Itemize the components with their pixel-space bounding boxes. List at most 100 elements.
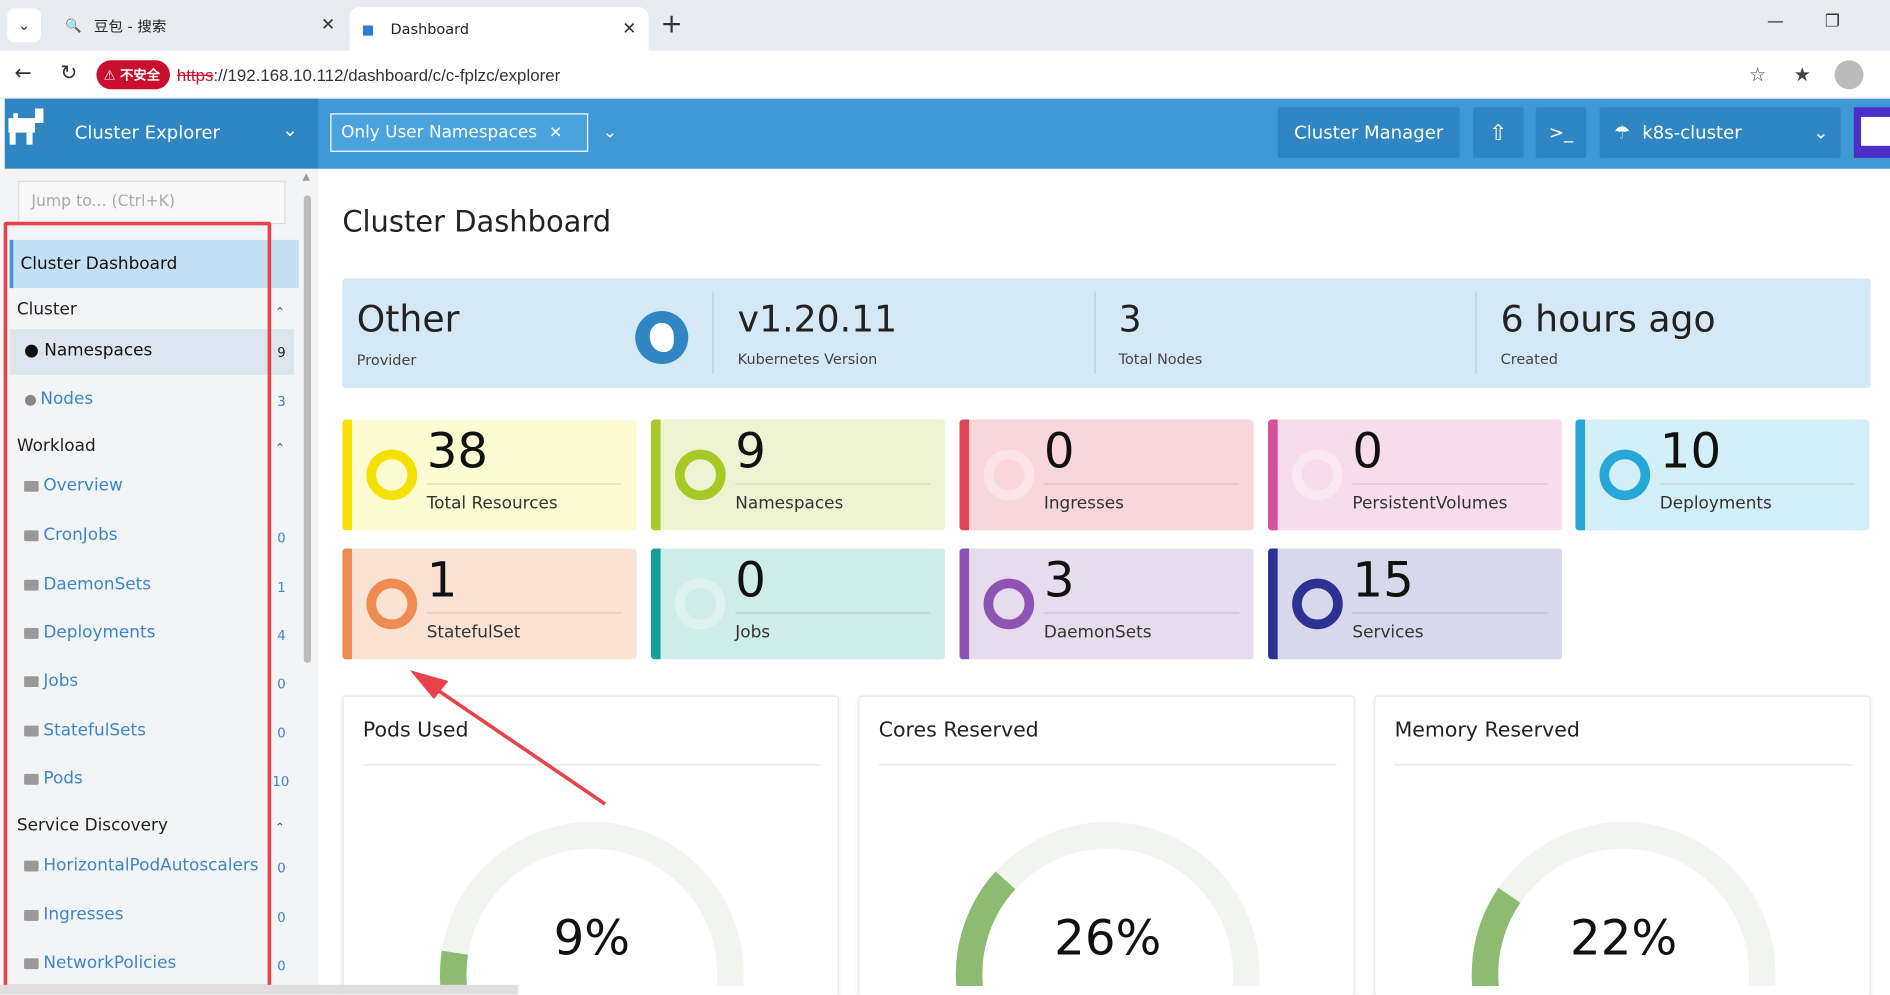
chevron-up-icon[interactable]: ⌃ bbox=[274, 306, 285, 320]
restore-icon[interactable]: ❐ bbox=[1824, 12, 1841, 32]
namespace-filter-label: Only User Namespaces bbox=[341, 122, 538, 143]
url-field[interactable]: ⚠ 不安全 https://192.168.10.112/dashboard/c… bbox=[96, 56, 1784, 93]
card-label: Deployments bbox=[1659, 494, 1772, 514]
divider bbox=[426, 612, 622, 614]
cluster-icon: ☂ bbox=[1613, 121, 1631, 144]
minimize-icon[interactable]: — bbox=[1767, 12, 1784, 32]
url-scheme: https bbox=[176, 65, 214, 85]
sidebar-item-cluster-dashboard[interactable]: Cluster Dashboard bbox=[9, 239, 299, 289]
gauge-title: Memory Reserved bbox=[1394, 718, 1580, 743]
card-value: 15 bbox=[1352, 553, 1414, 609]
card-label: Jobs bbox=[735, 623, 771, 643]
chevron-up-icon[interactable]: ⌃ bbox=[274, 822, 285, 836]
sidebar-item-label: HorizontalPodAutoscalers bbox=[43, 855, 259, 876]
sidebar-item-cronjobs[interactable]: CronJobs bbox=[24, 525, 118, 545]
sidebar-item-label: Ingresses bbox=[43, 905, 124, 925]
url-path: ://192.168.10.112/dashboard/c/c-fplzc/ex… bbox=[213, 65, 561, 85]
sidebar-item-nodes[interactable]: ● Nodes bbox=[24, 389, 93, 408]
import-yaml-icon[interactable]: ⇧ bbox=[1472, 107, 1524, 158]
count-badge: 3 bbox=[277, 394, 286, 410]
ring-icon bbox=[675, 449, 726, 501]
card-value: 10 bbox=[1659, 424, 1722, 480]
sidebar-item-daemonsets[interactable]: DaemonSets bbox=[24, 575, 151, 594]
profile-avatar[interactable] bbox=[1834, 60, 1864, 90]
card-label: Ingresses bbox=[1043, 494, 1124, 514]
sidebar-item-overview[interactable]: Overview bbox=[24, 476, 123, 495]
folder-icon bbox=[24, 529, 39, 541]
card-accent-bar bbox=[342, 419, 352, 531]
sidebar-group-workload[interactable]: Workload bbox=[16, 436, 96, 456]
reload-icon[interactable]: ↻ bbox=[60, 61, 78, 86]
sidebar-item-statefulsets[interactable]: StatefulSets bbox=[24, 721, 146, 740]
card-label: DaemonSets bbox=[1043, 623, 1152, 643]
tab-list-chevron-icon[interactable]: ⌄ bbox=[7, 8, 41, 43]
sidebar-item-networkpolicies[interactable]: NetworkPolicies bbox=[24, 953, 176, 973]
cluster-name: k8s-cluster bbox=[1642, 121, 1742, 144]
stat-card-persistentvolumes[interactable]: 0 PersistentVolumes bbox=[1268, 419, 1563, 531]
stat-card-statefulset[interactable]: 1 StatefulSet bbox=[342, 548, 637, 660]
stat-card-ingresses[interactable]: 0 Ingresses bbox=[959, 419, 1254, 531]
browser-tab-search[interactable]: 🔍 豆包 - 搜索 ✕ bbox=[53, 7, 347, 43]
close-tab-icon[interactable]: ✕ bbox=[320, 15, 336, 35]
sidebar-item-ingresses[interactable]: Ingresses bbox=[24, 905, 124, 925]
divider bbox=[1659, 483, 1856, 485]
chevron-up-icon[interactable]: ⌃ bbox=[274, 442, 285, 456]
sidebar-item-deployments[interactable]: Deployments bbox=[24, 623, 155, 642]
folder-icon bbox=[24, 773, 39, 785]
divider bbox=[1394, 764, 1853, 766]
favorites-icon[interactable]: ★ bbox=[1793, 62, 1811, 86]
divider bbox=[1475, 291, 1477, 374]
divider bbox=[735, 612, 931, 614]
stat-card-namespaces[interactable]: 9 Namespaces bbox=[650, 419, 946, 531]
sidebar-item-jobs[interactable]: Jobs bbox=[24, 671, 78, 691]
stat-card-services[interactable]: 15 Services bbox=[1268, 548, 1563, 660]
sidebar-item-namespaces[interactable] bbox=[9, 329, 295, 375]
sidebar-item-label: StatefulSets bbox=[43, 720, 146, 741]
scroll-up-icon[interactable]: ▲ bbox=[302, 171, 310, 183]
cluster-manager-button[interactable]: Cluster Manager bbox=[1277, 107, 1460, 158]
back-arrow-icon[interactable]: ← bbox=[14, 61, 32, 86]
namespace-dropdown-icon[interactable]: ⌄ bbox=[602, 122, 617, 143]
stat-card-jobs[interactable]: 0 Jobs bbox=[650, 548, 946, 660]
user-menu-icon[interactable] bbox=[1853, 107, 1890, 158]
stat-card-total-resources[interactable]: 38 Total Resources bbox=[342, 419, 637, 531]
close-tab-icon[interactable]: ✕ bbox=[622, 19, 637, 39]
sidebar-scrollbar[interactable] bbox=[303, 181, 313, 663]
divider bbox=[1043, 483, 1240, 485]
card-accent-bar bbox=[1575, 419, 1586, 531]
provider-label: Provider bbox=[356, 351, 417, 369]
namespace-filter[interactable]: Only User Namespaces ✕ bbox=[330, 113, 589, 152]
new-tab-icon[interactable]: + bbox=[660, 9, 683, 40]
browser-tabbar bbox=[0, 0, 1890, 51]
sidebar-item-pods[interactable]: Pods bbox=[24, 769, 83, 788]
url-text[interactable]: https://192.168.10.112/dashboard/c/c-fpl… bbox=[177, 65, 560, 84]
ring-icon bbox=[366, 578, 418, 630]
remove-filter-icon[interactable]: ✕ bbox=[549, 123, 563, 142]
card-label: Total Resources bbox=[426, 494, 558, 514]
app-title: Cluster Explorer bbox=[74, 121, 220, 144]
stat-card-daemonsets[interactable]: 3 DaemonSets bbox=[959, 548, 1254, 660]
count-badge: 1 bbox=[277, 579, 286, 596]
sidebar-item-label: CronJobs bbox=[43, 525, 118, 545]
total-nodes-value: 3 bbox=[1118, 298, 1142, 342]
search-icon: 🔍 bbox=[65, 17, 82, 34]
sidebar-group-cluster[interactable]: Cluster bbox=[16, 300, 77, 320]
jump-to-input[interactable]: Jump to... (Ctrl+K) bbox=[18, 180, 286, 225]
created-label: Created bbox=[1500, 350, 1558, 368]
kubectl-shell-icon[interactable]: >_ bbox=[1535, 107, 1587, 158]
cluster-explorer-menu[interactable] bbox=[4, 98, 319, 169]
sidebar-item-hpa[interactable]: HorizontalPodAutoscalers bbox=[24, 855, 259, 876]
divider bbox=[735, 483, 931, 485]
stat-card-deployments[interactable]: 10 Deployments bbox=[1575, 419, 1870, 531]
card-label: Namespaces bbox=[735, 494, 844, 514]
star-icon[interactable]: ☆ bbox=[1748, 62, 1767, 86]
ring-icon bbox=[983, 449, 1035, 501]
card-value: 0 bbox=[1352, 424, 1384, 480]
browser-tab-dashboard[interactable]: ■ Dashboard ✕ bbox=[349, 7, 649, 51]
chevron-down-icon[interactable]: ⌄ bbox=[282, 118, 299, 142]
scroll-thumb[interactable] bbox=[303, 195, 311, 663]
insecure-badge[interactable]: ⚠ 不安全 bbox=[96, 60, 170, 90]
k8s-version-label: Kubernetes Version bbox=[737, 350, 878, 368]
cluster-selector[interactable]: ☂ k8s-cluster ⌄ bbox=[1599, 107, 1841, 158]
sidebar-group-service-discovery[interactable]: Service Discovery bbox=[16, 816, 168, 836]
